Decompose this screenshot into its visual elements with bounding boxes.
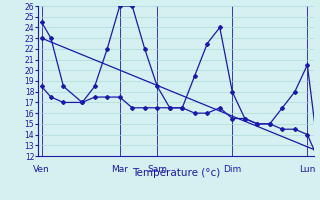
Text: Mar: Mar — [111, 165, 128, 174]
Text: Dim: Dim — [223, 165, 241, 174]
Text: Lun: Lun — [299, 165, 316, 174]
X-axis label: Température (°c): Température (°c) — [132, 167, 220, 178]
Text: Sam: Sam — [147, 165, 167, 174]
Text: Ven: Ven — [33, 165, 50, 174]
